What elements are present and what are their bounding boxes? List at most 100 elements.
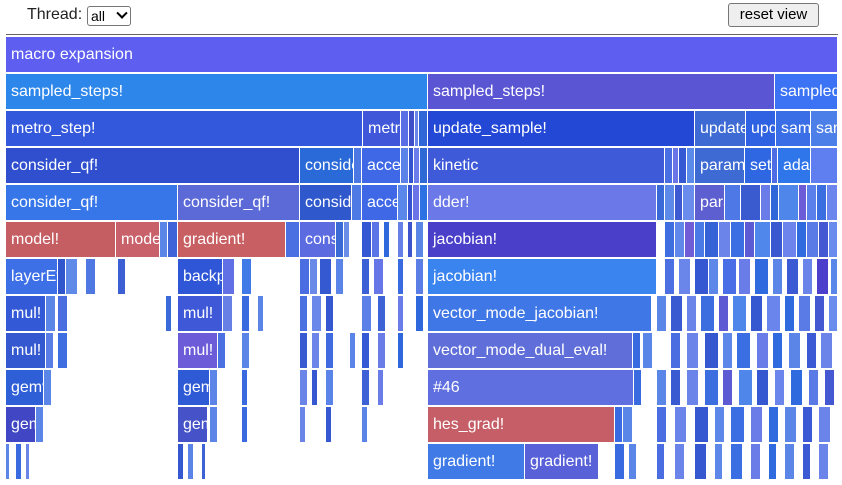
flame-frame[interactable]: [408, 222, 412, 257]
flame-frame[interactable]: [398, 222, 403, 257]
flame-frame[interactable]: [362, 407, 367, 442]
flame-frame[interactable]: [168, 222, 177, 257]
flame-frame[interactable]: gemv!: [178, 370, 209, 405]
flame-frame[interactable]: [362, 370, 369, 405]
flame-frame[interactable]: [6, 444, 9, 479]
flame-frame[interactable]: [775, 370, 784, 405]
flame-frame[interactable]: [36, 407, 43, 442]
flame-frame[interactable]: [665, 185, 674, 220]
flame-frame[interactable]: [362, 296, 371, 331]
flame-frame[interactable]: [374, 259, 383, 294]
flame-frame[interactable]: [326, 333, 333, 368]
flame-frame[interactable]: [745, 222, 754, 257]
flame-frame[interactable]: [398, 185, 407, 220]
thread-select[interactable]: all: [87, 6, 131, 26]
flame-frame[interactable]: [326, 370, 333, 405]
flame-frame[interactable]: metro_step!: [6, 111, 362, 146]
flame-frame[interactable]: [633, 333, 640, 368]
flame-frame[interactable]: [409, 111, 414, 146]
flame-frame[interactable]: [827, 185, 837, 220]
flame-frame[interactable]: [695, 259, 708, 294]
flame-frame[interactable]: [344, 222, 349, 257]
flame-frame[interactable]: [769, 444, 776, 479]
flame-frame[interactable]: [772, 148, 777, 183]
flame-frame[interactable]: [210, 407, 217, 442]
flame-frame[interactable]: backprop!: [178, 259, 222, 294]
flame-frame[interactable]: [378, 333, 385, 368]
flame-frame[interactable]: [817, 259, 828, 294]
flame-frame[interactable]: model!: [116, 222, 159, 257]
flame-frame[interactable]: [26, 444, 29, 479]
flame-frame[interactable]: gradient!: [178, 222, 285, 257]
flame-frame[interactable]: [398, 259, 403, 294]
flame-frame[interactable]: vector_mode_jacobian!: [428, 296, 651, 331]
flame-frame[interactable]: [310, 259, 317, 294]
flame-frame[interactable]: [737, 333, 750, 368]
flame-frame[interactable]: [350, 333, 355, 368]
flame-frame[interactable]: [242, 370, 247, 405]
flame-frame[interactable]: [413, 185, 419, 220]
flame-frame[interactable]: update_sample!: [695, 111, 745, 146]
flame-frame[interactable]: [58, 296, 67, 331]
flame-frame[interactable]: [415, 111, 418, 146]
flame-frame[interactable]: [723, 259, 736, 294]
flame-frame[interactable]: [401, 148, 408, 183]
flame-frame[interactable]: [414, 148, 419, 183]
flame-frame[interactable]: [86, 259, 95, 294]
flame-frame[interactable]: [398, 333, 403, 368]
flame-frame[interactable]: [819, 444, 828, 479]
flame-frame[interactable]: #46: [428, 370, 633, 405]
flame-frame[interactable]: [242, 296, 249, 331]
flame-frame[interactable]: [665, 148, 672, 183]
flame-frame[interactable]: [687, 296, 696, 331]
flame-frame[interactable]: [408, 185, 412, 220]
flame-frame[interactable]: mul!: [178, 296, 222, 331]
flame-frame[interactable]: [687, 148, 694, 183]
flame-frame[interactable]: [657, 370, 666, 405]
flame-frame[interactable]: [16, 444, 21, 479]
flame-frame[interactable]: [419, 111, 427, 146]
flame-frame[interactable]: [803, 259, 812, 294]
flame-frame[interactable]: [409, 148, 413, 183]
flame-frame[interactable]: [312, 296, 321, 331]
flame-frame[interactable]: consider_qf!: [300, 185, 351, 220]
flame-frame[interactable]: layerEval!: [6, 259, 57, 294]
flame-frame[interactable]: [751, 296, 762, 331]
flame-frame[interactable]: parameters: [695, 185, 724, 220]
flame-frame[interactable]: [634, 370, 641, 405]
flame-frame[interactable]: [416, 296, 423, 331]
flame-frame[interactable]: [615, 444, 624, 479]
flame-frame[interactable]: [416, 222, 423, 257]
flame-frame[interactable]: macro expansion: [6, 37, 837, 72]
flame-frame[interactable]: [675, 185, 682, 220]
flame-frame[interactable]: [58, 333, 67, 368]
flame-frame[interactable]: [773, 259, 782, 294]
flame-frame[interactable]: [705, 333, 718, 368]
flame-frame[interactable]: consider_qf!: [6, 185, 177, 220]
flame-frame[interactable]: [615, 407, 622, 442]
flame-frame[interactable]: [695, 444, 706, 479]
flame-frame[interactable]: mul!: [178, 333, 217, 368]
flame-frame[interactable]: [751, 407, 762, 442]
flame-frame[interactable]: [210, 370, 217, 405]
flame-frame[interactable]: metro_step!: [363, 111, 400, 146]
flame-frame[interactable]: [312, 333, 319, 368]
flame-frame[interactable]: [326, 296, 333, 331]
flame-frame[interactable]: [687, 333, 698, 368]
flame-frame[interactable]: [761, 185, 770, 220]
reset-view-button[interactable]: reset view: [728, 3, 819, 27]
flame-frame[interactable]: [58, 259, 65, 294]
flame-frame[interactable]: [803, 444, 810, 479]
flame-frame[interactable]: [188, 444, 193, 479]
flame-frame[interactable]: [773, 333, 782, 368]
flame-frame[interactable]: [354, 148, 361, 183]
flame-frame[interactable]: [675, 222, 684, 257]
flame-frame[interactable]: [178, 444, 183, 479]
flame-frame[interactable]: [160, 222, 167, 257]
flame-frame[interactable]: [242, 407, 247, 442]
flame-frame[interactable]: mul!: [6, 333, 45, 368]
flame-frame[interactable]: [785, 296, 794, 331]
flame-frame[interactable]: [695, 407, 708, 442]
flame-frame[interactable]: [46, 333, 53, 368]
flame-frame[interactable]: gemv!: [178, 407, 207, 442]
